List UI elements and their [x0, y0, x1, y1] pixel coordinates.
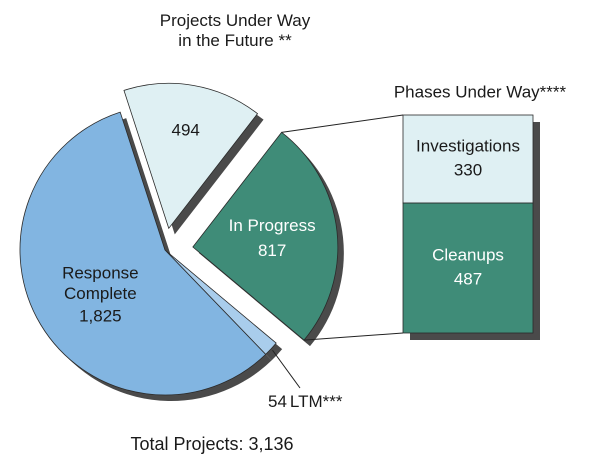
bar-category-label: Investigations — [416, 137, 520, 156]
value-label: 1,825 — [79, 306, 122, 325]
chart-title: Total Projects: 3,136 — [130, 434, 293, 454]
bar-title: Phases Under Way**** — [394, 82, 567, 101]
bar-segment — [402, 202, 534, 334]
ltm-label: 54 LTM*** — [268, 392, 343, 411]
bar-category-label: Cleanups — [432, 246, 504, 265]
category-label: Projects Under Way in the Future ** — [160, 11, 311, 50]
slice — [192, 131, 339, 341]
value-label: 494 — [171, 121, 199, 140]
connector — [303, 332, 404, 341]
leader-line — [272, 349, 301, 389]
value-label: 817 — [258, 241, 286, 260]
connector — [281, 114, 404, 133]
bar-segment — [402, 114, 534, 204]
bar-value-label: 330 — [454, 161, 482, 180]
value-label: 54 — [268, 392, 287, 411]
bar-value-label: 487 — [454, 270, 482, 289]
category-label: Response Complete — [62, 264, 139, 303]
category-label: LTM*** — [290, 392, 343, 411]
category-label: In Progress — [229, 216, 316, 235]
slice — [19, 111, 267, 396]
slice — [123, 82, 259, 230]
